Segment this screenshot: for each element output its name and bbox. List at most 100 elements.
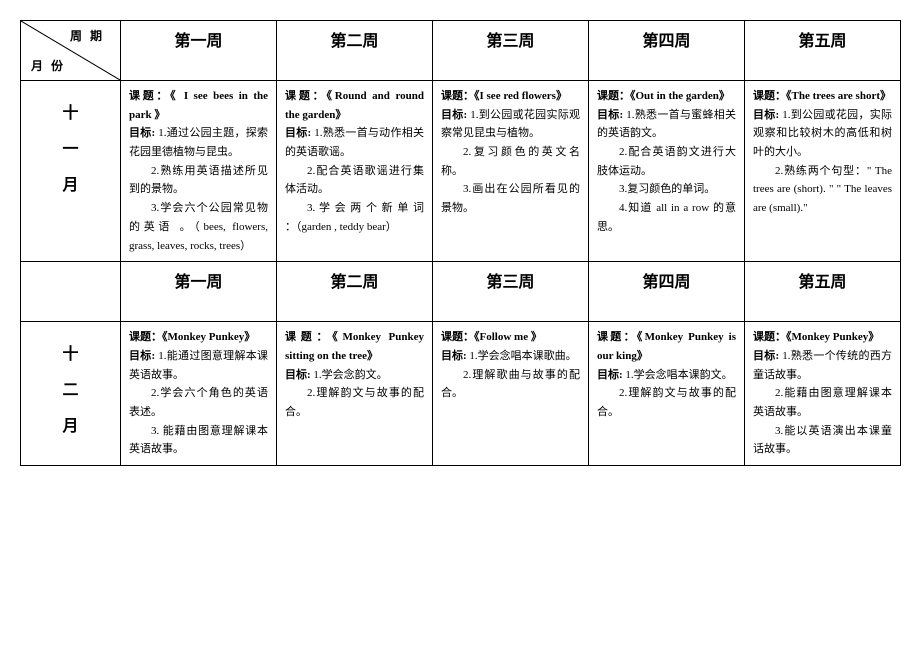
goal-item: 2.理解韵文与故事的配合。 (597, 384, 736, 421)
topic-label: 课题： (753, 331, 786, 343)
goal-item: 2.理解韵文与故事的配合。 (285, 384, 424, 421)
week-header-4: 第四周 (589, 21, 745, 81)
week-header-repeat-1: 第一周 (121, 262, 277, 322)
goal-label: 目标: (441, 109, 470, 121)
goal-label: 目标: (753, 350, 782, 362)
week-header-repeat-4: 第四周 (589, 262, 745, 322)
goal-label: 目标: (597, 109, 626, 121)
goal-item: 2.复习颜色的英文名称。 (441, 143, 580, 180)
corner-cell: 周期 月份 (21, 21, 121, 81)
goal-item: 3.学会六个公园常见物的英语 。（bees, flowers, grass, l… (129, 199, 268, 255)
topic-label: 课题： (441, 331, 474, 343)
goal-label: 目标: (753, 109, 782, 121)
topic-line: 课题：《Follow me 》 (441, 328, 580, 347)
topic-label: 课题： (597, 90, 630, 102)
goal-item: 目标: 1.熟悉一首与动作相关的英语歌谣。 (285, 124, 424, 161)
month-char: 月 (29, 171, 112, 195)
goal-item: 目标: 1.学会念唱本课歌曲。 (441, 347, 580, 366)
goal-item: 3. 能藉由图意理解课本英语故事。 (129, 422, 268, 459)
goal-item: 3.画出在公园所看见的景物。 (441, 180, 580, 217)
topic-line: 课题：《Round and round the garden》 (285, 87, 424, 124)
goal-item: 目标: 1.到公园或花园，实际观察和比较树木的高低和树叶的大小。 (753, 106, 892, 162)
topic-label: 课题： (285, 331, 332, 343)
topic-title: 《Monkey Punkey》 (786, 331, 879, 343)
goal-label: 目标: (129, 350, 158, 362)
goal-label: 目标: (285, 369, 313, 381)
goal-item: 目标: 1.能通过图意理解本课英语故事。 (129, 347, 268, 384)
week-header-2: 第二周 (277, 21, 433, 81)
week-header-row-repeat: 第一周第二周第三周第四周第五周 (21, 262, 901, 322)
topic-title: 《Out in the garden》 (630, 90, 730, 102)
goal-item: 目标: 1.学会念韵文。 (285, 366, 424, 385)
topic-title: 《Monkey Punkey》 (162, 331, 255, 343)
goal-item: 目标: 1.熟悉一首与蜜蜂相关的英语韵文。 (597, 106, 736, 143)
month-char: 一 (29, 135, 112, 159)
month-label: 十二月 (21, 322, 121, 466)
corner-bottom-label: 月份 (31, 57, 71, 74)
goal-item: 目标: 1.到公园或花园实际观察常见昆虫与植物。 (441, 106, 580, 143)
goal-label: 目标: (441, 350, 469, 362)
goal-item: 3. 学 会 两 个 新 单 词 ：（garden , teddy bear） (285, 199, 424, 236)
lesson-cell: 课题：《Monkey Punkey sitting on the tree》目标… (277, 322, 433, 466)
lesson-cell: 课题：《I see red flowers》目标: 1.到公园或花园实际观察常见… (433, 81, 589, 262)
week-header-5: 第五周 (745, 21, 901, 81)
month-row: 十一月课题：《 I see bees in the park 》目标: 1.通过… (21, 81, 901, 262)
topic-line: 课题：《Monkey Punkey is our king》 (597, 328, 736, 365)
topic-label: 课题： (441, 90, 474, 102)
goal-label: 目标: (597, 369, 625, 381)
lesson-cell: 课题：《Out in the garden》目标: 1.熟悉一首与蜜蜂相关的英语… (589, 81, 745, 262)
topic-label: 课题： (753, 90, 786, 102)
month-char: 十 (29, 99, 112, 123)
goal-item: 2.能藉由图意理解课本英语故事。 (753, 384, 892, 421)
topic-title: 《The trees are short》 (786, 90, 891, 102)
lesson-cell: 课题：《 I see bees in the park 》目标: 1.通过公园主… (121, 81, 277, 262)
lesson-cell: 课题：《Follow me 》目标: 1.学会念唱本课歌曲。2.理解歌曲与故事的… (433, 322, 589, 466)
goal-item: 3.能以英语演出本课童话故事。 (753, 422, 892, 459)
week-header-repeat-5: 第五周 (745, 262, 901, 322)
topic-title: 《Follow me 》 (474, 331, 542, 343)
lesson-cell: 课题：《Monkey Punkey is our king》目标: 1.学会念唱… (589, 322, 745, 466)
week-header-repeat-2: 第二周 (277, 262, 433, 322)
goal-item: 2.熟练用英语描述所见到的景物。 (129, 162, 268, 199)
topic-line: 课题：《Monkey Punkey sitting on the tree》 (285, 328, 424, 365)
lesson-cell: 课题：《Round and round the garden》目标: 1.熟悉一… (277, 81, 433, 262)
goal-label: 目标: (129, 127, 158, 139)
topic-line: 课题：《Monkey Punkey》 (753, 328, 892, 347)
topic-line: 课题：《The trees are short》 (753, 87, 892, 106)
topic-line: 课题：《Monkey Punkey》 (129, 328, 268, 347)
month-char: 二 (29, 376, 112, 400)
goal-label: 目标: (285, 127, 314, 139)
lesson-cell: 课题：《Monkey Punkey》目标: 1.熟悉一个传统的西方童话故事。2.… (745, 322, 901, 466)
week-header-repeat-3: 第三周 (433, 262, 589, 322)
goal-item: 2.熟练两个句型：" The trees are (short). " " Th… (753, 162, 892, 218)
week-header-3: 第三周 (433, 21, 589, 81)
topic-label: 课题： (597, 331, 637, 343)
spacer-cell (21, 262, 121, 322)
lesson-cell: 课题：《Monkey Punkey》目标: 1.能通过图意理解本课英语故事。2.… (121, 322, 277, 466)
goal-item: 2.理解歌曲与故事的配合。 (441, 366, 580, 403)
topic-title: 《I see red flowers》 (474, 90, 567, 102)
goal-item: 4.知道 all in a row 的意思。 (597, 199, 736, 236)
topic-line: 课题：《I see red flowers》 (441, 87, 580, 106)
month-label: 十一月 (21, 81, 121, 262)
goal-item: 目标: 1.通过公园主题，探索花园里德植物与昆虫。 (129, 124, 268, 161)
month-char: 月 (29, 412, 112, 436)
header-row: 周期 月份 第一周 第二周 第三周 第四周 第五周 (21, 21, 901, 81)
lesson-cell: 课题：《The trees are short》目标: 1.到公园或花园，实际观… (745, 81, 901, 262)
topic-label: 课题： (129, 331, 162, 343)
topic-line: 课题：《Out in the garden》 (597, 87, 736, 106)
topic-label: 课题： (129, 90, 170, 102)
lesson-plan-table: 周期 月份 第一周 第二周 第三周 第四周 第五周 十一月课题：《 I see … (20, 20, 901, 466)
goal-item: 目标: 1.学会念唱本课韵文。 (597, 366, 736, 385)
month-row: 十二月课题：《Monkey Punkey》目标: 1.能通过图意理解本课英语故事… (21, 322, 901, 466)
goal-item: 2.学会六个角色的英语表述。 (129, 384, 268, 421)
topic-line: 课题：《 I see bees in the park 》 (129, 87, 268, 124)
goal-item: 目标: 1.熟悉一个传统的西方童话故事。 (753, 347, 892, 384)
goal-item: 2.配合英语韵文进行大肢体运动。 (597, 143, 736, 180)
month-char: 十 (29, 340, 112, 364)
goal-item: 3.复习颜色的单词。 (597, 180, 736, 199)
goal-item: 2.配合英语歌谣进行集体活动。 (285, 162, 424, 199)
week-header-1: 第一周 (121, 21, 277, 81)
topic-label: 课题： (285, 90, 326, 102)
corner-top-label: 周期 (70, 27, 110, 44)
